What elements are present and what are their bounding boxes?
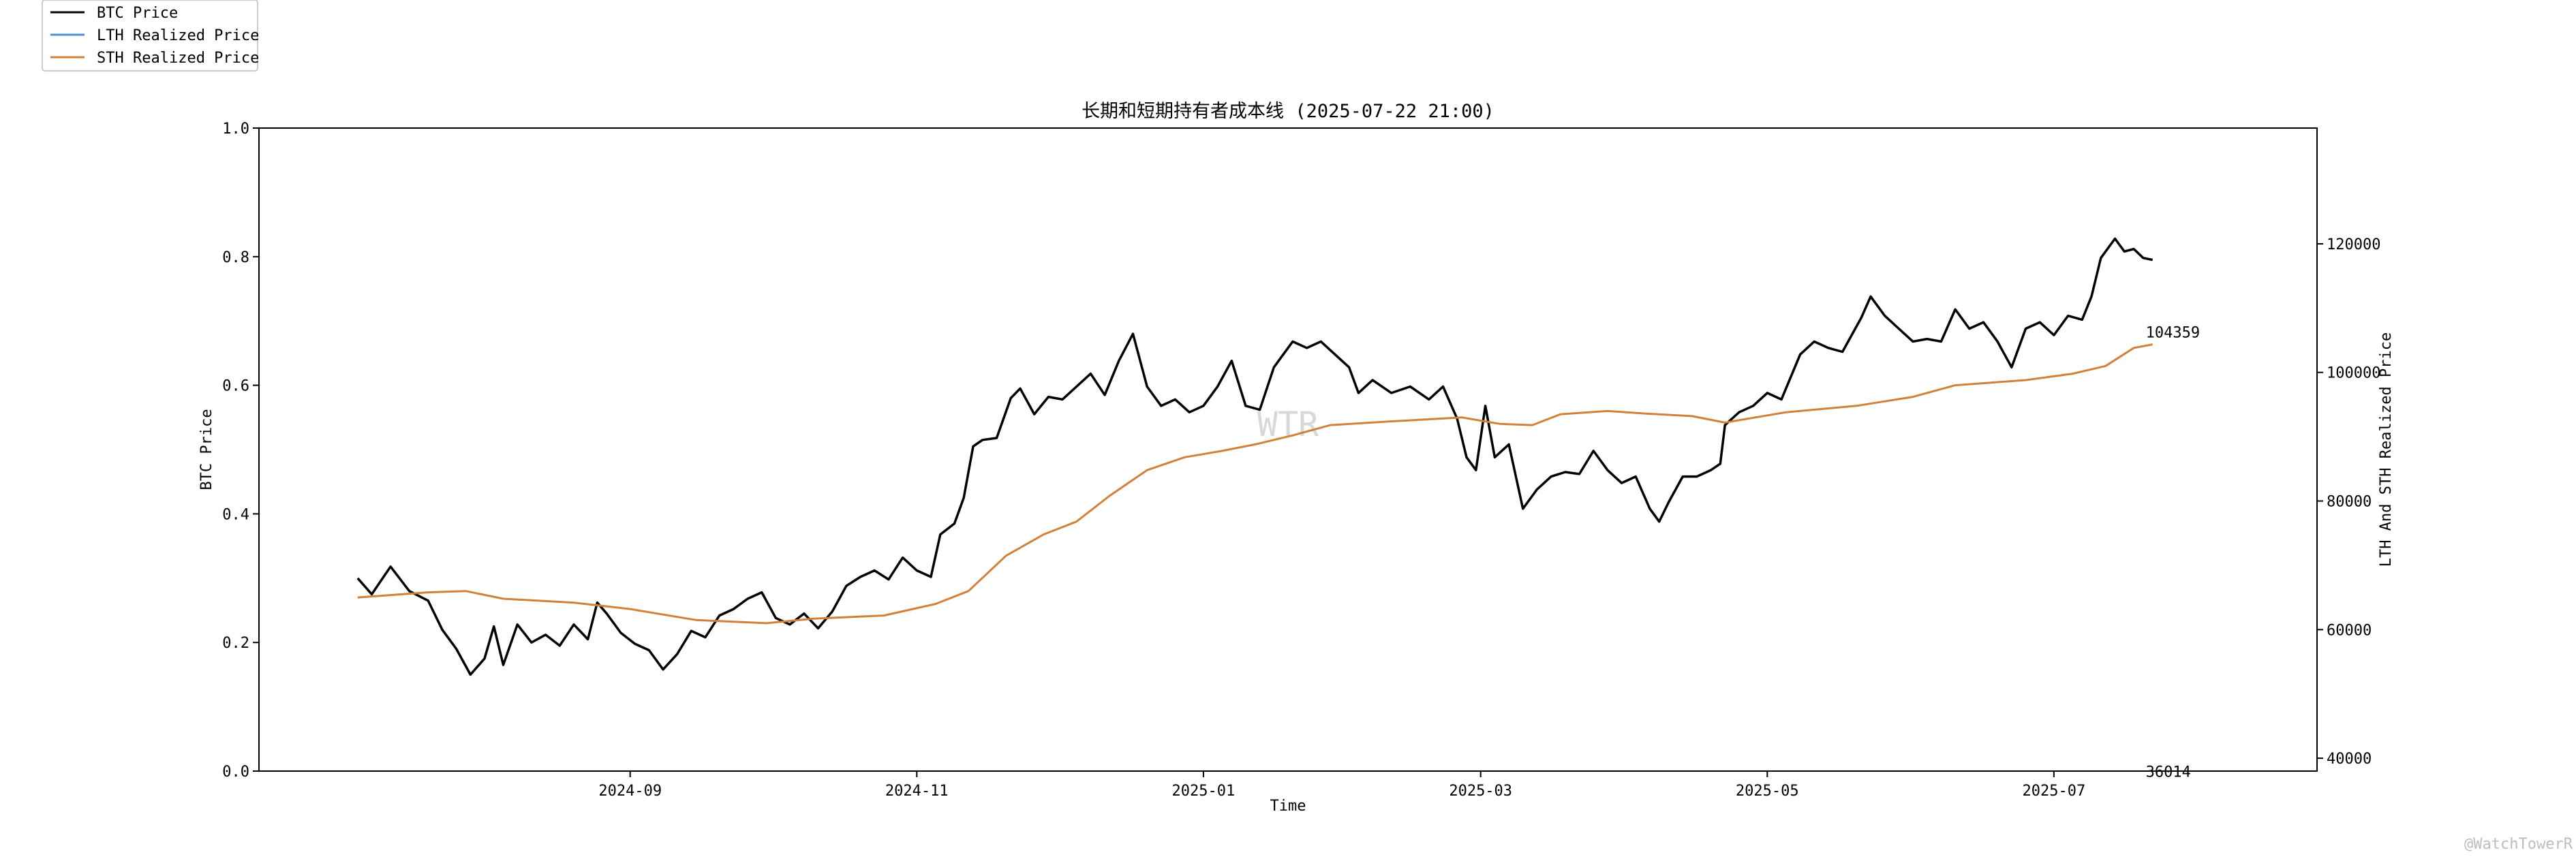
y-left-tick-label: 0.2 bbox=[222, 635, 249, 652]
x-axis-label: Time bbox=[1270, 798, 1306, 815]
y-left-tick-label: 0.8 bbox=[222, 249, 249, 266]
legend-box bbox=[42, 0, 258, 72]
x-tick-label: 2024-09 bbox=[598, 783, 662, 800]
plot-area bbox=[258, 127, 2318, 772]
y-left-tick-label: 0.6 bbox=[222, 378, 249, 395]
y-right-tick-label: 120000 bbox=[2327, 236, 2380, 253]
x-tick-label: 2025-05 bbox=[1736, 783, 1799, 800]
annotation-layer: 104359 36014 bbox=[2146, 325, 2200, 781]
y-right-tick-label: 100000 bbox=[2327, 365, 2380, 382]
x-tick-label: 2024-11 bbox=[885, 783, 949, 800]
y-axis-left-ticks: 0.0 0.2 0.4 0.6 0.8 1.0 bbox=[222, 121, 259, 781]
y-axis-right-ticks: 40000 60000 80000 100000 120000 bbox=[2317, 236, 2380, 768]
chart-title: 长期和短期持有者成本线 (2025-07-22 21:00) bbox=[1082, 101, 1494, 122]
watermark: WTR bbox=[1257, 405, 1319, 444]
legend: BTC Price LTH Realized Price STH Realized … bbox=[42, 0, 259, 72]
y-left-tick-label: 1.0 bbox=[222, 121, 249, 138]
series-line-btc-price bbox=[356, 237, 2153, 676]
x-tick-label: 2025-07 bbox=[2023, 783, 2086, 800]
series-layer bbox=[356, 237, 2153, 676]
y-axis-right-label: LTH And STH Realized Price bbox=[2378, 332, 2395, 567]
x-axis-ticks: 2024-09 2024-11 2025-01 2025-03 2025-05 2025-… bbox=[598, 771, 2085, 800]
x-tick-label: 2025-01 bbox=[1172, 783, 1236, 800]
credit-text: @WatchTowerR bbox=[2464, 836, 2573, 853]
legend-label: LTH Realized Price bbox=[97, 27, 259, 44]
value-annotation: 36014 bbox=[2146, 764, 2191, 781]
y-right-tick-label: 80000 bbox=[2327, 494, 2372, 511]
y-axis-left-label: BTC Price bbox=[198, 409, 215, 490]
y-left-tick-label: 0.0 bbox=[222, 764, 249, 781]
y-left-tick-label: 0.4 bbox=[222, 506, 249, 523]
legend-label: BTC Price bbox=[97, 5, 178, 22]
value-annotation: 104359 bbox=[2146, 325, 2200, 342]
legend-label: STH Realized Price bbox=[97, 50, 259, 67]
y-right-tick-label: 40000 bbox=[2327, 751, 2372, 768]
series-line-sth-realized-price bbox=[357, 343, 2153, 625]
x-tick-label: 2025-03 bbox=[1449, 783, 1512, 800]
y-right-tick-label: 60000 bbox=[2327, 622, 2372, 639]
